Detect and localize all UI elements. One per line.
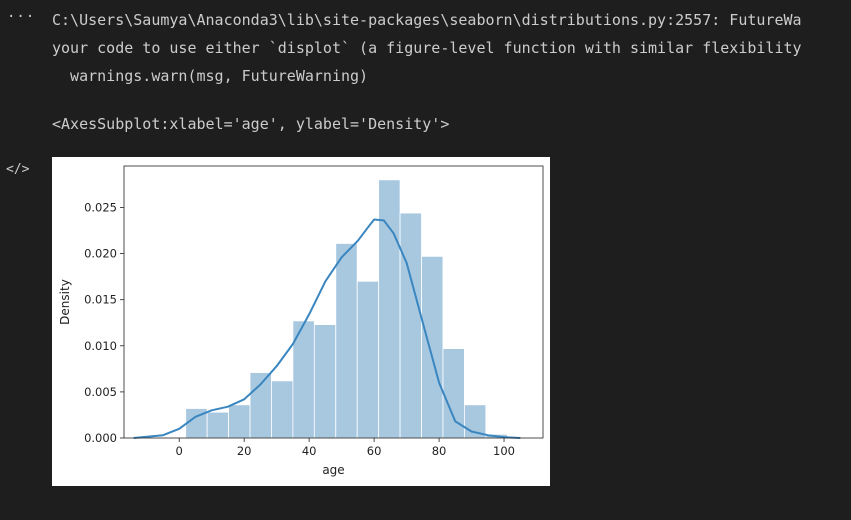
hist-bar-3	[249, 372, 272, 439]
hist-bar-6	[313, 324, 337, 439]
x-tick-label: 20	[237, 444, 252, 458]
y-tick-label: 0.000	[84, 431, 117, 445]
hist-bar-10	[399, 212, 422, 439]
hist-bar-11	[421, 255, 444, 439]
code-icon[interactable]: </>	[6, 162, 30, 177]
kde-line	[133, 218, 521, 439]
hist-bar-4	[271, 380, 294, 439]
hist-bar-2	[228, 404, 251, 439]
x-tick-label: 0	[176, 444, 183, 458]
warning-line-1: C:\Users\Saumya\Anaconda3\lib\site-packa…	[52, 11, 802, 29]
x-tick-label: 80	[432, 444, 447, 458]
y-tick-label: 0.015	[84, 293, 117, 307]
axes-repr: <AxesSubplot:xlabel='age', ylabel='Densi…	[52, 115, 450, 133]
x-tick-label: 60	[367, 444, 382, 458]
hist-bar-9	[378, 179, 401, 439]
y-tick-label: 0.020	[84, 247, 117, 261]
hist-bar-1	[206, 411, 229, 439]
warning-line-2: your code to use either `displot` (a fig…	[52, 39, 802, 57]
plot-output: 0 20 40 60 80 100 0.000 0.005 0.010 0.015 0.020 0.0…	[52, 157, 550, 486]
y-axis-label: Density	[58, 279, 72, 325]
x-axis-label: age	[322, 463, 344, 477]
y-tick-label: 0.025	[84, 200, 117, 214]
y-tick-label: 0.005	[84, 385, 117, 399]
axes-frame	[123, 165, 544, 439]
x-tick-label: 100	[493, 444, 515, 458]
chart-svg: 0 20 40 60 80 100 0.000 0.005 0.010 0.015 0.020 0.0…	[58, 165, 544, 477]
hist-bar-8	[356, 280, 380, 439]
hist-bar-7	[335, 243, 358, 439]
y-tick-label: 0.010	[84, 339, 117, 353]
x-tick-label: 40	[302, 444, 317, 458]
warning-line-3: warnings.warn(msg, FutureWarning)	[52, 67, 369, 85]
more-icon[interactable]: ···	[7, 9, 36, 25]
